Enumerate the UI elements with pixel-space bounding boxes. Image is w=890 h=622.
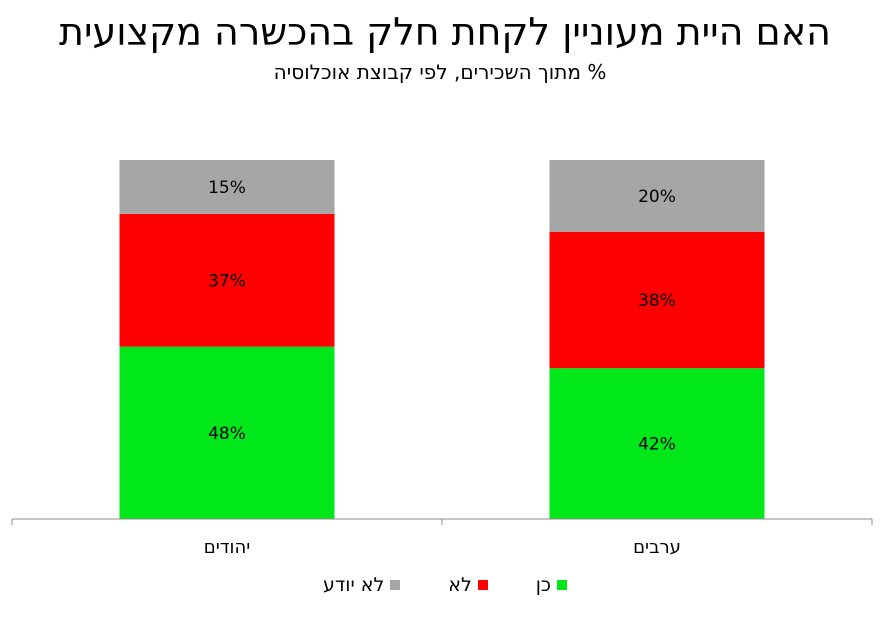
bar-segment-jews-yes [119,346,335,519]
legend-swatch-no [477,580,488,590]
bar-segment-jews-dont-know [119,160,335,214]
legend-item-no: לא [448,574,488,596]
category-label-arabs: ערבים [633,537,681,558]
bar-segment-arabs-dont-know [549,160,765,232]
chart-legend: כן לא לא יודע [0,570,890,600]
data-label-arabs-dont-know: 20% [638,187,676,207]
legend-item-yes: כן [536,574,567,596]
category-label-jews: יהודים [204,537,251,558]
bar-segment-jews-no [119,213,335,347]
legend-swatch-yes [556,580,567,590]
legend-item-dont-know: לא יודע [323,574,401,596]
legend-label-yes: כן [535,574,551,596]
data-label-arabs-yes: 42% [638,435,676,455]
data-label-jews-yes: 48% [208,424,246,444]
bar-segment-arabs-no [549,231,765,369]
legend-label-dont-know: לא יודע [323,574,385,596]
bar-segment-arabs-yes [549,368,765,519]
data-label-arabs-no: 38% [638,291,676,311]
legend-label-no: לא [448,574,472,596]
chart-subtitle: % מתוך השכירים, לפי קבוצת אוכלוסיה [273,60,607,84]
legend-swatch-dont-know [390,580,401,590]
data-label-jews-no: 37% [208,271,246,291]
data-label-jews-dont-know: 15% [208,178,246,198]
chart-title: האם היית מעוניין לקחת חלק בהכשרה מקצועית [59,10,831,54]
